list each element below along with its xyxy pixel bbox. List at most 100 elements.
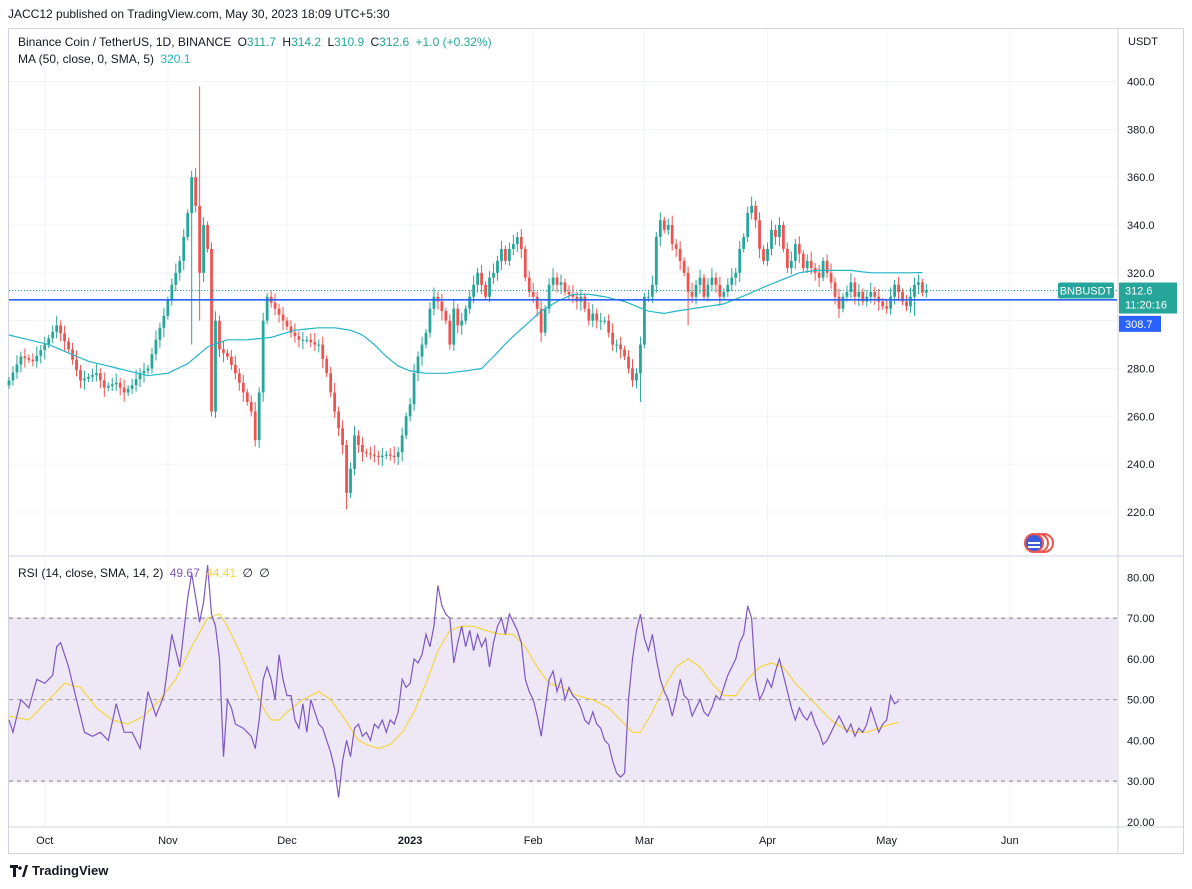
candle xyxy=(639,336,642,402)
candle xyxy=(404,412,408,440)
candle-body xyxy=(230,356,233,365)
candle xyxy=(921,278,924,297)
candle xyxy=(452,299,456,352)
candle xyxy=(265,293,269,325)
candle-body xyxy=(857,291,861,297)
candle xyxy=(543,305,547,337)
candle-body xyxy=(337,411,341,429)
candle xyxy=(325,355,329,377)
candle-body xyxy=(646,296,650,298)
rsi-tick-label: 40.00 xyxy=(1127,735,1155,747)
candle xyxy=(615,339,619,353)
candle-body xyxy=(162,315,166,328)
candle-body xyxy=(249,401,253,412)
time-tick-label: 2023 xyxy=(398,835,422,847)
time-tick-label: Feb xyxy=(524,835,543,847)
candle xyxy=(91,368,94,382)
candle xyxy=(408,397,412,422)
candle xyxy=(222,341,225,363)
ma-legend[interactable]: MA (50, close, 0, SMA, 5) 320.1 xyxy=(18,52,193,66)
candle xyxy=(67,337,70,353)
candle xyxy=(599,312,603,330)
candle xyxy=(388,448,392,461)
candle-body xyxy=(412,373,416,405)
candle xyxy=(837,288,841,319)
candle-body xyxy=(102,380,106,388)
candle-body xyxy=(428,308,432,333)
candle-body xyxy=(87,376,90,379)
candle-body xyxy=(281,314,285,321)
candle-body xyxy=(639,344,642,374)
candle-body xyxy=(583,296,587,309)
candle xyxy=(789,251,793,275)
candle xyxy=(464,305,468,325)
candle xyxy=(674,239,678,257)
candle xyxy=(523,245,527,282)
candle xyxy=(511,234,515,256)
price-tick-label: 220.0 xyxy=(1127,507,1155,519)
candle-body xyxy=(591,313,595,321)
symbol-name[interactable]: Binance Coin / TetherUS, 1D, BINANCE xyxy=(18,35,232,49)
candle xyxy=(87,373,90,383)
candle-body xyxy=(214,320,217,412)
candle-body xyxy=(321,344,325,359)
candle-body xyxy=(702,277,706,297)
candle-body xyxy=(869,291,873,297)
candle-body xyxy=(643,296,646,345)
candle-body xyxy=(190,177,194,214)
candle-body xyxy=(738,248,742,273)
candle-body xyxy=(492,272,495,278)
candle-body xyxy=(631,368,634,381)
candle xyxy=(416,351,420,382)
candle-body xyxy=(11,372,15,381)
price-tags: BNBUSDT 312.6 11:20:16 308.7 xyxy=(1058,282,1177,332)
candle xyxy=(480,264,483,295)
symbol-legend: Binance Coin / TetherUS, 1D, BINANCE O31… xyxy=(18,35,495,49)
time-tick-label: Nov xyxy=(158,835,178,847)
candle-body xyxy=(607,320,611,333)
candle xyxy=(706,278,710,302)
candle-body xyxy=(329,373,333,393)
candle xyxy=(194,167,198,213)
candle xyxy=(392,446,396,464)
candle xyxy=(273,293,277,316)
candle-body xyxy=(150,354,154,369)
candle-body xyxy=(309,339,313,343)
candle-body xyxy=(396,452,400,457)
rsi-legend[interactable]: RSI (14, close, SMA, 14, 2) 49.67 44.41 … xyxy=(18,566,273,580)
candle xyxy=(762,245,765,265)
candle xyxy=(631,359,634,387)
footer-brand[interactable]: TradingView xyxy=(10,863,108,878)
candle xyxy=(607,314,611,338)
candle-body xyxy=(67,341,70,350)
candle xyxy=(369,446,372,460)
candle-body xyxy=(325,358,329,374)
candle-body xyxy=(766,248,769,261)
candle xyxy=(857,284,861,307)
candle-body xyxy=(233,364,237,374)
candle-body xyxy=(905,301,908,307)
price-tick-label: 320.0 xyxy=(1127,268,1155,280)
candle xyxy=(500,241,503,271)
candle xyxy=(341,420,344,455)
candle xyxy=(313,332,317,352)
candle xyxy=(460,312,464,335)
candle-body xyxy=(122,387,126,393)
candle xyxy=(742,233,746,253)
candle xyxy=(162,307,166,338)
candle-body xyxy=(51,331,55,339)
candle-body xyxy=(420,344,424,357)
flag-icon[interactable] xyxy=(1024,533,1054,553)
countdown-tag-label: 11:20:16 xyxy=(1125,300,1167,312)
candle-body xyxy=(881,301,885,307)
candle-body xyxy=(762,248,765,261)
candle xyxy=(603,317,607,325)
candle-body xyxy=(265,296,269,321)
candle-body xyxy=(313,342,317,345)
candle-body xyxy=(480,272,483,285)
candle-body xyxy=(611,332,615,345)
candle-body xyxy=(472,284,476,297)
candle-body xyxy=(432,296,436,309)
candle-body xyxy=(690,291,694,297)
